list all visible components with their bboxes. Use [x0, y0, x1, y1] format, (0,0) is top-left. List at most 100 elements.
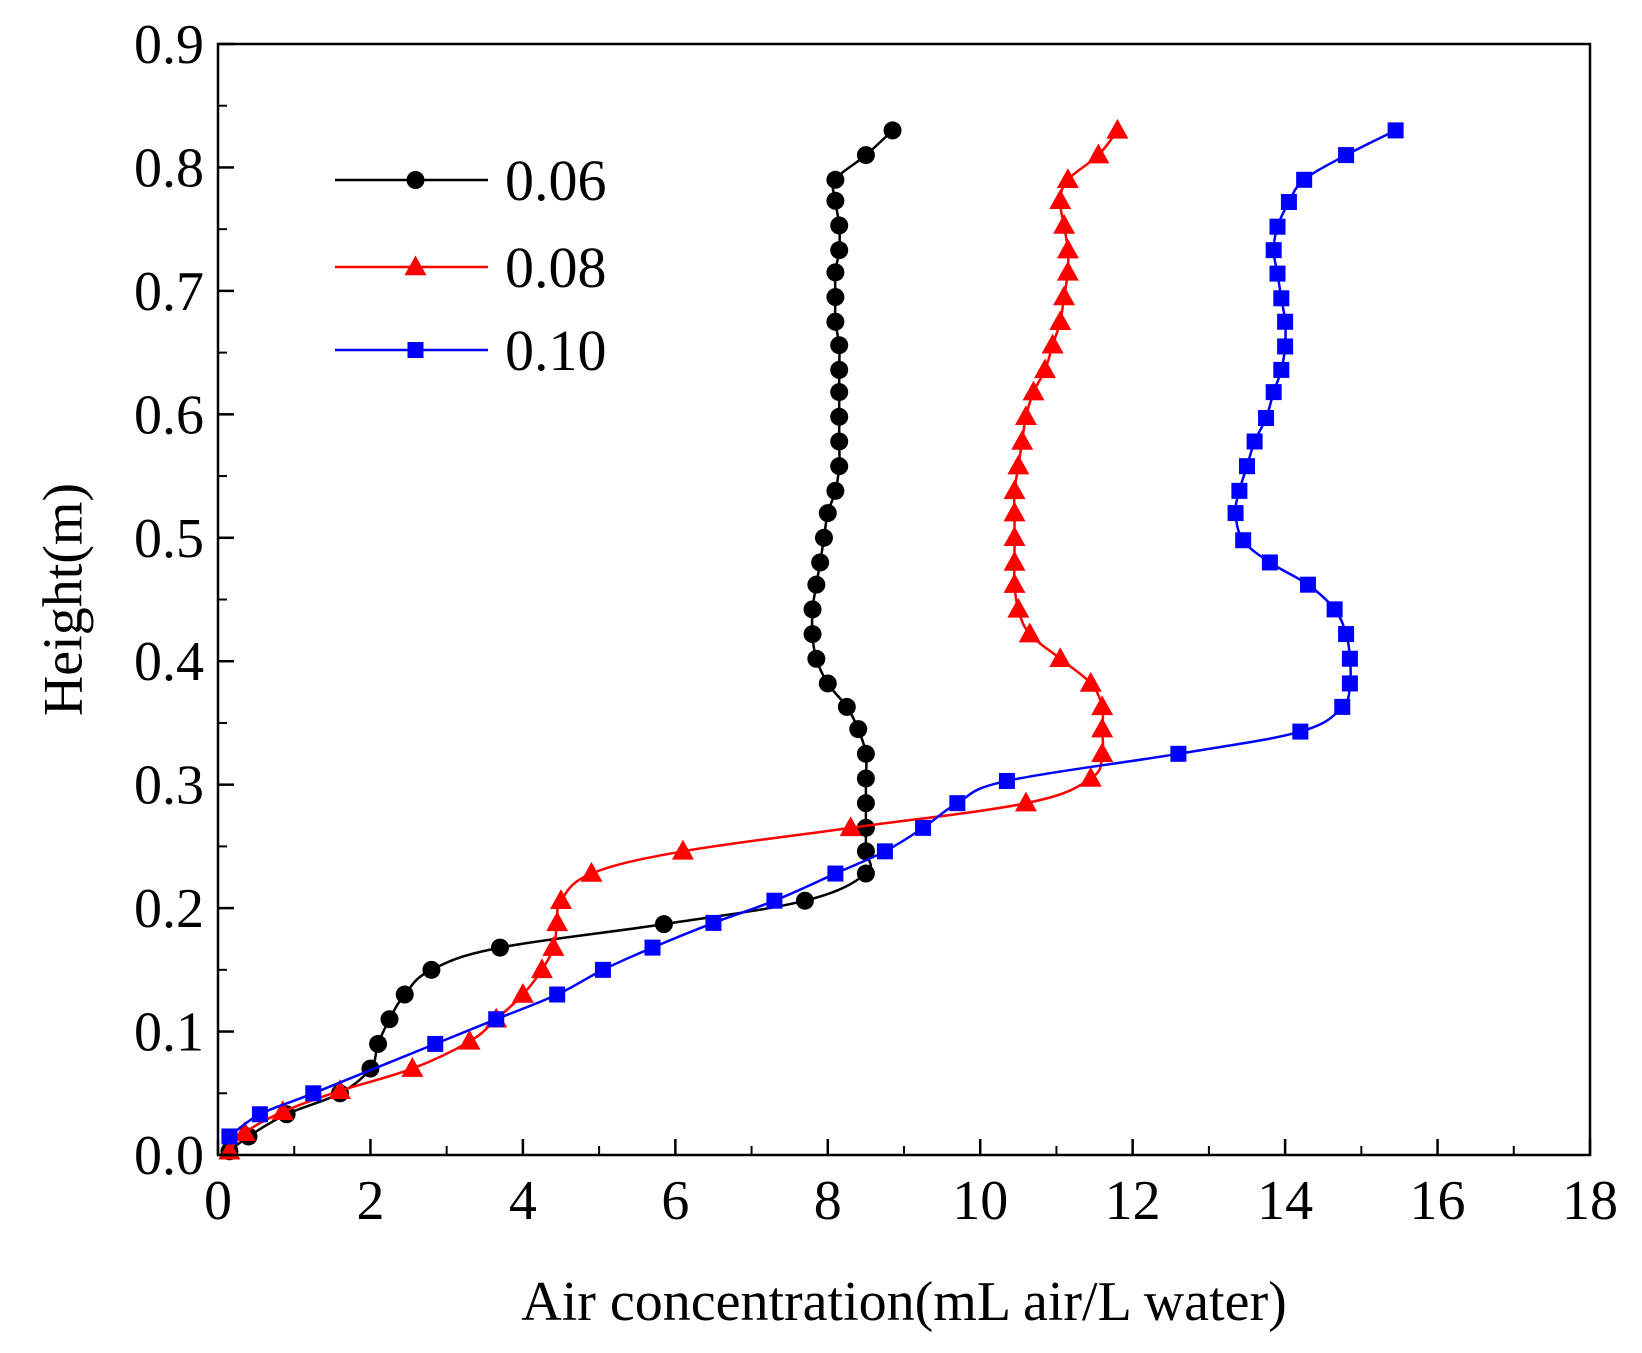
data-point: [1239, 458, 1255, 475]
data-point: [830, 360, 849, 379]
data-point: [1338, 147, 1355, 164]
data-point: [1003, 550, 1026, 571]
y-axis-title: Height(m): [33, 483, 95, 716]
series-layer: [218, 118, 1404, 1161]
data-point: [395, 985, 414, 1004]
data-point: [369, 1034, 388, 1053]
data-point: [856, 794, 875, 813]
data-point: [422, 960, 441, 979]
data-point: [1296, 171, 1313, 188]
data-point: [915, 819, 932, 836]
data-point: [305, 1085, 322, 1102]
data-point: [856, 864, 875, 883]
data-point: [1106, 118, 1129, 139]
data-point: [830, 241, 849, 260]
data-point: [856, 744, 875, 763]
data-point: [1014, 791, 1037, 812]
data-point: [1246, 433, 1263, 450]
data-point: [1034, 358, 1057, 379]
data-point: [1299, 576, 1316, 593]
data-point: [1056, 238, 1079, 259]
data-point: [1341, 675, 1358, 692]
data-point: [1079, 671, 1102, 692]
y-tick-label: 0.3: [134, 755, 204, 817]
data-point: [1056, 260, 1079, 281]
data-point: [1087, 143, 1110, 164]
y-tick-label: 0.2: [134, 878, 204, 940]
data-point: [1265, 242, 1282, 259]
data-point: [826, 481, 845, 500]
data-point: [1091, 717, 1114, 738]
data-point: [826, 191, 845, 210]
data-point: [856, 769, 875, 788]
data-point: [1091, 742, 1114, 763]
data-point: [766, 892, 783, 909]
x-tick-label: 2: [356, 1170, 384, 1232]
data-point: [644, 939, 661, 956]
data-point: [1261, 554, 1278, 571]
x-tick-label: 12: [1105, 1170, 1161, 1232]
data-point: [849, 720, 868, 739]
data-point: [1053, 213, 1076, 234]
data-point: [458, 1029, 481, 1050]
data-point: [876, 843, 893, 860]
x-tick-label: 18: [1562, 1170, 1618, 1232]
data-point: [1280, 194, 1297, 211]
data-point: [883, 121, 902, 140]
data-point: [1387, 122, 1404, 139]
data-point: [856, 818, 875, 837]
data-point: [1341, 650, 1358, 667]
legend-marker: [407, 342, 424, 358]
series-0.10: [221, 122, 1404, 1145]
data-point: [803, 625, 822, 644]
series-0.06: [220, 121, 902, 1161]
y-tick-label: 0.5: [134, 508, 204, 570]
legend-marker: [406, 171, 425, 189]
legend-label: 0.08: [505, 235, 607, 300]
data-point: [1049, 310, 1072, 330]
y-tick-label: 0.1: [134, 1002, 204, 1064]
data-point: [1014, 405, 1037, 426]
data-point: [998, 772, 1015, 789]
data-point: [1231, 482, 1248, 499]
data-point: [1056, 168, 1079, 189]
data-point: [1003, 501, 1026, 522]
data-point: [1273, 361, 1290, 378]
data-point: [830, 216, 849, 235]
x-axis-title: Air concentration(mL air/L water): [521, 1271, 1287, 1333]
data-point: [654, 915, 673, 934]
data-point: [1007, 597, 1030, 618]
data-point: [826, 312, 845, 331]
data-point: [807, 575, 826, 594]
data-point: [1011, 429, 1034, 450]
x-tick-label: 0: [204, 1170, 232, 1232]
data-point: [1258, 410, 1275, 427]
data-point: [1269, 218, 1286, 235]
data-point: [427, 1035, 444, 1052]
data-point: [1170, 745, 1187, 762]
data-point: [1277, 313, 1294, 330]
data-point: [401, 1057, 424, 1077]
y-tick-label: 0.4: [134, 631, 204, 693]
data-point: [251, 1106, 268, 1123]
data-point: [803, 600, 822, 619]
data-point: [1277, 338, 1294, 355]
data-point: [705, 914, 722, 931]
data-point: [1265, 384, 1282, 401]
data-point: [795, 891, 814, 910]
data-point: [1003, 573, 1026, 593]
x-tick-label: 16: [1410, 1170, 1466, 1232]
data-point: [818, 504, 837, 523]
data-point: [1269, 265, 1286, 282]
data-point: [1273, 290, 1290, 307]
data-point: [1003, 526, 1026, 547]
data-point: [580, 861, 603, 882]
data-point: [221, 1128, 238, 1145]
x-tick-label: 10: [952, 1170, 1008, 1232]
data-point: [549, 986, 566, 1003]
data-point: [1334, 698, 1351, 715]
data-point: [511, 982, 534, 1003]
legend-marker: [404, 255, 427, 276]
